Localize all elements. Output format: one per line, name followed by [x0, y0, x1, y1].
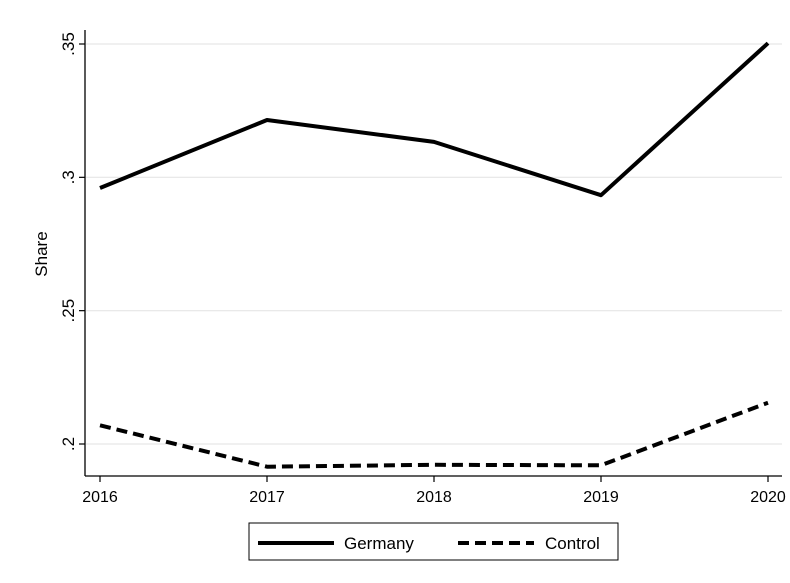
- y-tick-label: .25: [59, 299, 78, 323]
- y-tick-label: .35: [59, 32, 78, 56]
- axes: [84, 30, 782, 477]
- legend-label-control: Control: [545, 534, 600, 553]
- y-ticks: .2 .25 .3 .35: [59, 32, 85, 451]
- x-tick-label: 2018: [416, 489, 452, 506]
- y-axis-title: Share: [32, 231, 51, 276]
- series-line-germany: [99, 41, 770, 198]
- legend-label-germany: Germany: [344, 534, 414, 553]
- series-line-control: [99, 400, 769, 469]
- x-ticks: 2016 2017 2018 2019 2020: [82, 476, 786, 506]
- x-tick-label: 2016: [82, 489, 118, 506]
- gridlines: [86, 43, 782, 445]
- x-tick-label: 2019: [583, 489, 619, 506]
- legend: Germany Control: [248, 522, 619, 561]
- series: [99, 41, 770, 469]
- y-tick-label: .2: [59, 437, 78, 451]
- x-tick-label: 2017: [249, 489, 285, 506]
- y-tick-label: .3: [59, 170, 78, 184]
- x-tick-label: 2020: [750, 489, 786, 506]
